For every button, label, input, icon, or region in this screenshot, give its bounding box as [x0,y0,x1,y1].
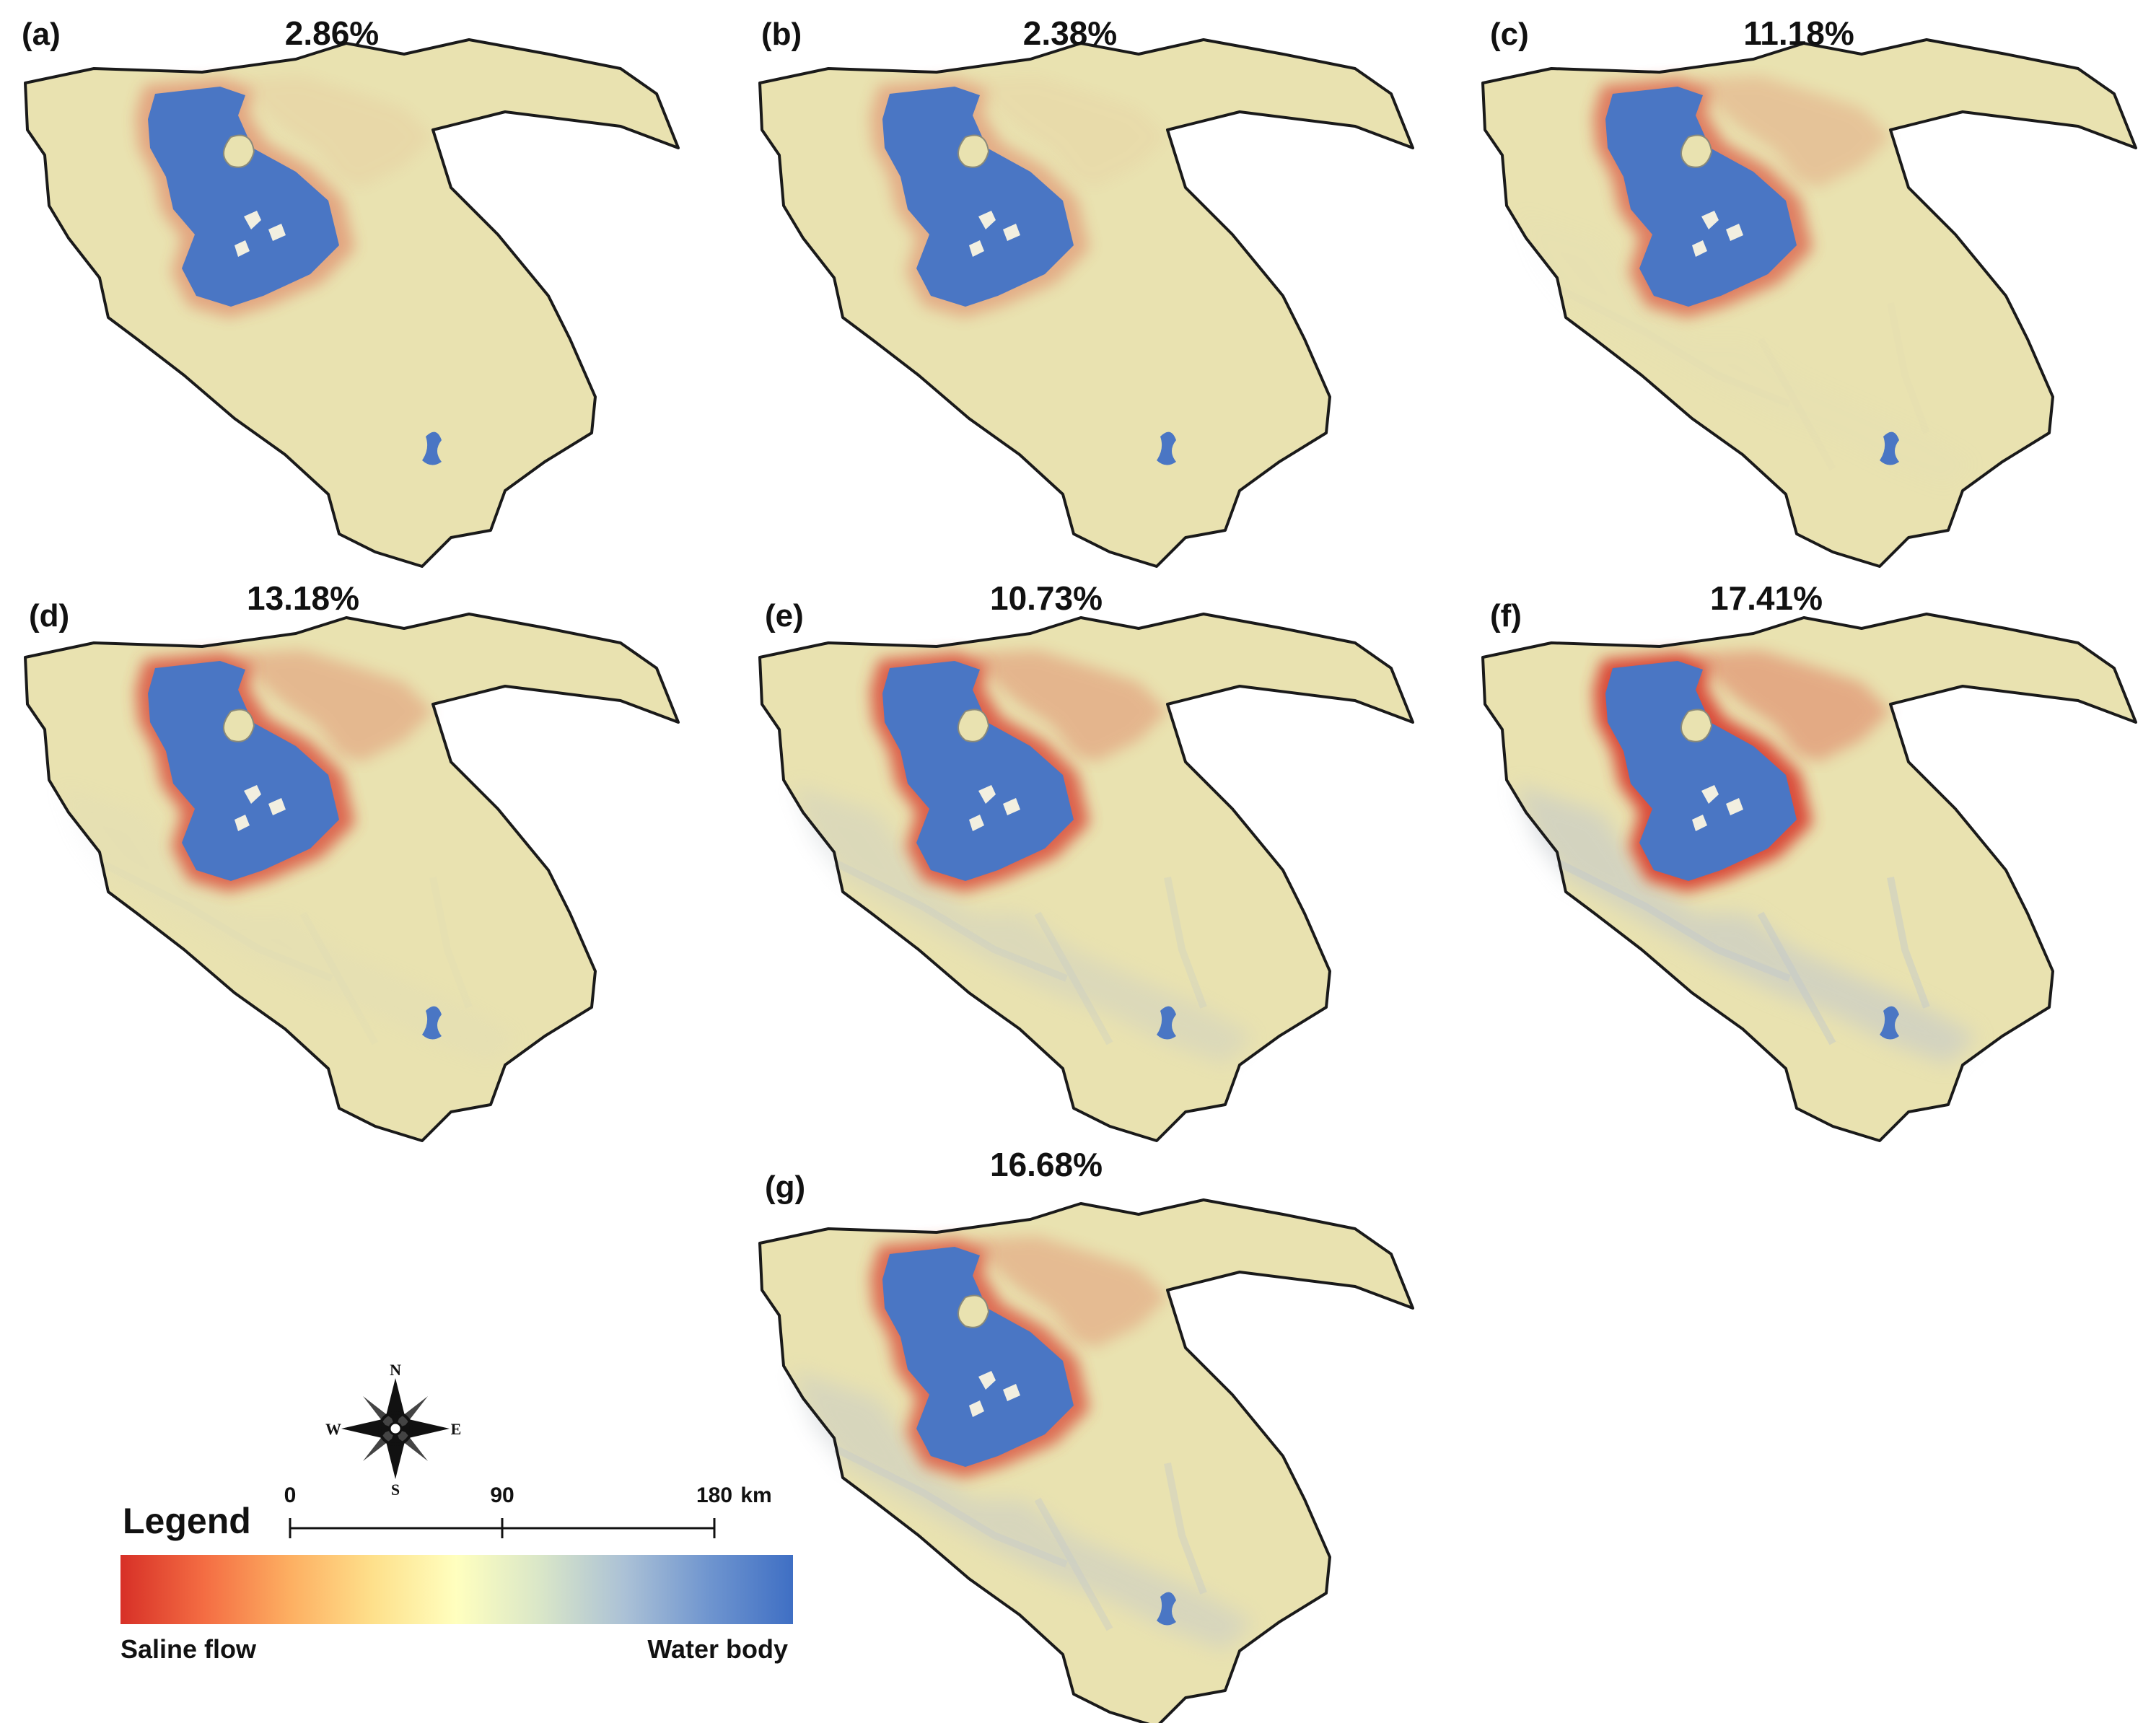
basin-map-f [1481,613,2137,1142]
panel-d: (d) 13.18% [24,579,680,1142]
basin-map-a [24,38,680,568]
panel-letter-e: (e) [765,598,804,633]
east-letter: E [451,1420,462,1438]
panel-letter-g: (g) [765,1170,805,1205]
lake-island [958,134,989,168]
panel-percent-b: 2.38% [1023,14,1117,52]
legend-title: Legend [123,1501,251,1541]
panel-percent-f: 17.41% [1710,579,1823,617]
panel-letter-b: (b) [761,17,802,52]
panel-percent-d: 13.18% [247,579,359,617]
panel-e: (e) 10.73% [758,579,1414,1142]
scale-label-90: 90 [490,1483,514,1507]
panel-percent-g: 16.68% [990,1146,1103,1183]
panel-g: (g) 16.68% [758,1146,1414,1723]
map-panels: (a) 2.86% (b) 2.38% (c) 11.18% (d) 13.18% (e) 10.… [22,14,2137,1723]
compass-rose-icon: N E S W [325,1361,461,1499]
north-letter: N [390,1361,401,1379]
panel-b: (b) 2.38% [758,14,1414,568]
panel-letter-f: (f) [1490,598,1522,633]
scale-label-180: 180 [696,1483,732,1507]
panel-percent-e: 10.73% [990,579,1103,617]
panel-letter-a: (a) [22,17,61,52]
basin-map-g [758,1198,1414,1723]
panel-letter-d: (d) [29,598,69,633]
scale-bar: 0 90 180 km [284,1483,772,1538]
lake-island [958,1294,989,1328]
legend-low-label: Saline flow [120,1634,257,1664]
basin-map-e [758,613,1414,1142]
lake-island [223,134,255,168]
panel-f: (f) 17.41% [1481,579,2137,1142]
west-letter: W [325,1420,341,1438]
lake-island [1680,709,1712,742]
panel-c: (c) 11.18% [1481,14,2137,568]
panel-percent-a: 2.86% [285,14,379,52]
basin-map-b [758,38,1414,568]
panel-letter-c: (c) [1490,17,1529,52]
south-letter: S [391,1481,400,1499]
scale-unit: km [740,1483,771,1507]
basin-map-c [1481,38,2137,568]
legend: Legend Saline flow Water body [120,1501,793,1664]
basin-map-d [24,613,680,1142]
legend-color-ramp [120,1555,793,1624]
lake-island [958,709,989,742]
lake-island [1680,134,1712,168]
panel-percent-c: 11.18% [1743,14,1854,52]
panel-a: (a) 2.86% [22,14,680,568]
scale-label-0: 0 [284,1483,297,1507]
legend-high-label: Water body [647,1634,788,1664]
lake-island [223,709,255,742]
